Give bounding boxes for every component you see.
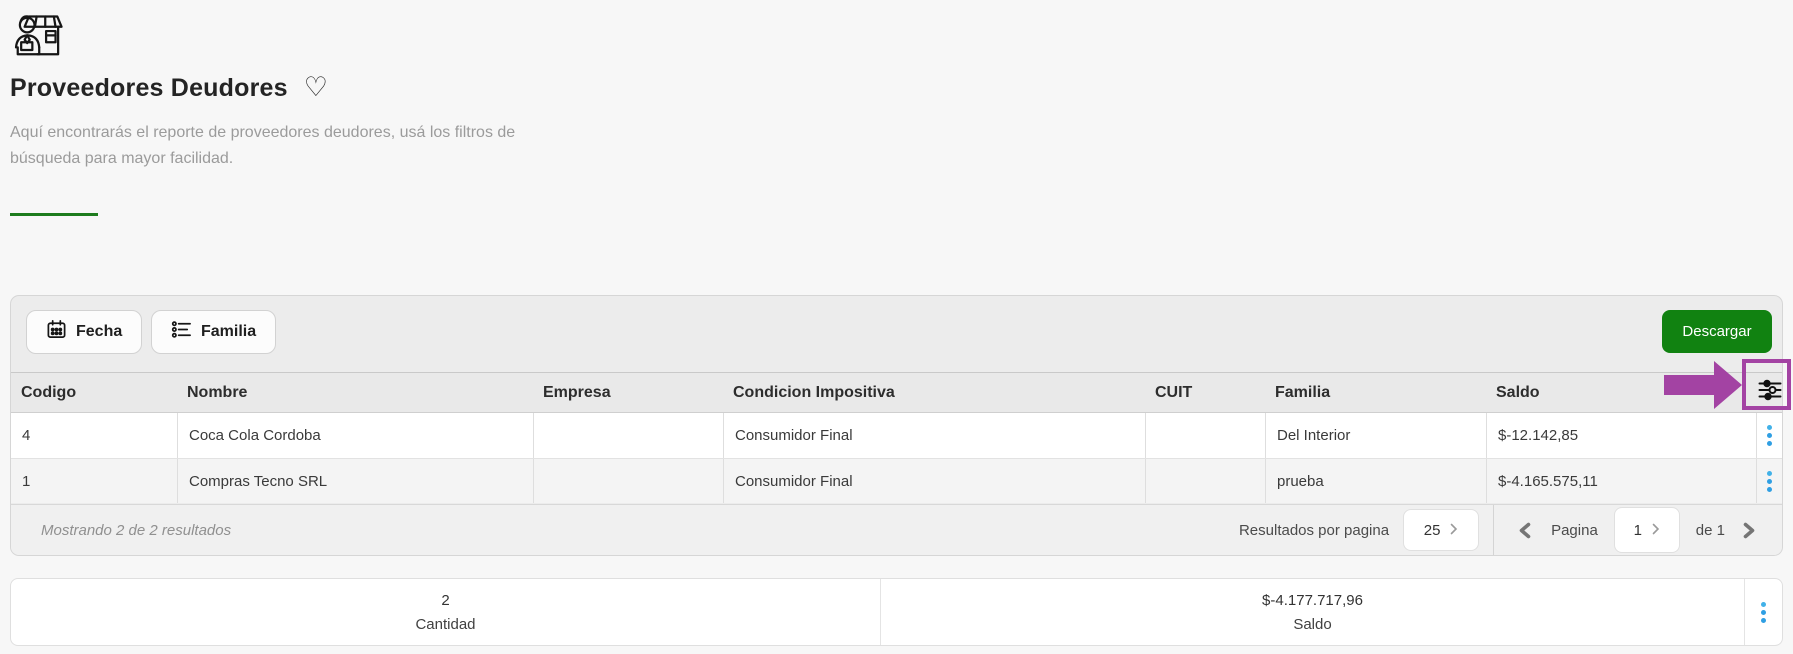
cell-codigo: 4 [22, 427, 31, 444]
footer-divider [1493, 505, 1495, 555]
report-card: Fecha Familia Descargar Codigo Nombre Em… [10, 295, 1783, 556]
previous-page-icon[interactable] [1514, 518, 1535, 543]
favorite-heart-icon[interactable]: ♡ [303, 71, 328, 102]
cell-saldo: $-4.165.575,11 [1486, 459, 1756, 503]
cell-nombre: Coca Cola Cordoba [177, 413, 533, 458]
cell-familia: Del Interior [1265, 413, 1486, 458]
summary-cantidad: 2 Cantidad [11, 579, 880, 645]
per-page-select[interactable]: 25 [1403, 509, 1480, 551]
cell-saldo: $-12.142,85 [1486, 413, 1756, 458]
cell-cuit [1145, 459, 1265, 503]
table-row: 1 Compras Tecno SRL Consumidor Final pru… [11, 458, 1782, 503]
familia-filter-label: Familia [201, 323, 257, 340]
column-header-nombre: Nombre [187, 383, 248, 401]
per-page-label: Resultados por pagina [1238, 521, 1390, 539]
column-header-codigo: Codigo [21, 383, 77, 401]
table-toolbar: Fecha Familia Descargar [11, 296, 1782, 372]
page-total-label: de 1 [1695, 521, 1725, 539]
cell-cuit [1145, 413, 1265, 458]
page-label: Pagina [1551, 521, 1598, 539]
next-page-icon[interactable] [1739, 518, 1760, 543]
page-number-input[interactable]: 1 [1613, 507, 1680, 553]
table-footer: Mostrando 2 de 2 resultados Resultados p… [11, 504, 1782, 555]
table-header-row: Codigo Nombre Empresa Condicion Impositi… [11, 372, 1782, 413]
page-number-value: 1 [1633, 521, 1642, 539]
pagination: Pagina 1 de 1 [1494, 505, 1782, 555]
page-header: Proveedores Deudores ♡ [10, 71, 328, 103]
cell-empresa [533, 459, 723, 503]
cell-condicion-impositiva: Consumidor Final [723, 413, 1145, 458]
cell-codigo: 1 [22, 472, 31, 490]
row-actions-kebab-icon[interactable] [1763, 421, 1776, 450]
shopkeeper-store-icon [10, 6, 65, 63]
column-header-familia: Familia [1275, 383, 1331, 401]
calendar-icon [46, 319, 67, 345]
descargar-button[interactable]: Descargar [1662, 310, 1772, 353]
column-header-cuit: CUIT [1155, 383, 1193, 401]
cell-condicion-impositiva: Consumidor Final [723, 459, 1145, 503]
summary-saldo-label: Saldo [1293, 615, 1332, 633]
row-actions-kebab-icon[interactable] [1763, 467, 1776, 496]
summary-saldo: $-4.177.717,96 Saldo [880, 579, 1744, 645]
familia-filter-button[interactable]: Familia [151, 310, 277, 354]
column-settings-button[interactable] [1756, 376, 1784, 409]
results-count-text: Mostrando 2 de 2 resultados [41, 521, 232, 539]
table-row: 4 Coca Cola Cordoba Consumidor Final Del… [11, 413, 1782, 458]
cell-familia: prueba [1265, 459, 1486, 503]
fecha-filter-label: Fecha [76, 323, 123, 340]
summary-cantidad-label: Cantidad [415, 615, 476, 633]
page-description-line2: búsqueda para mayor facilidad. [10, 150, 234, 167]
list-icon [171, 319, 192, 345]
summary-card: 2 Cantidad $-4.177.717,96 Saldo [10, 578, 1783, 646]
summary-saldo-value: $-4.177.717,96 [1262, 591, 1363, 609]
column-header-saldo: Saldo [1496, 383, 1540, 401]
per-page-value: 25 [1423, 521, 1441, 539]
cell-nombre: Compras Tecno SRL [177, 459, 533, 503]
page-description-line1: Aquí encontrarás el reporte de proveedor… [10, 124, 516, 141]
page-description: Aquí encontrarás el reporte de proveedor… [10, 120, 515, 172]
chevron-right-icon [1450, 522, 1458, 539]
page-title: Proveedores Deudores [10, 74, 288, 102]
fecha-filter-button[interactable]: Fecha [26, 310, 143, 354]
column-header-condicion-impositiva: Condicion Impositiva [733, 383, 895, 401]
cell-empresa [533, 413, 723, 458]
accent-underline [10, 213, 98, 216]
chevron-right-icon [1652, 522, 1660, 539]
summary-cantidad-value: 2 [441, 591, 450, 609]
sliders-filter-icon [1756, 376, 1784, 409]
summary-actions-kebab-icon[interactable] [1757, 598, 1770, 627]
column-header-empresa: Empresa [543, 383, 611, 401]
